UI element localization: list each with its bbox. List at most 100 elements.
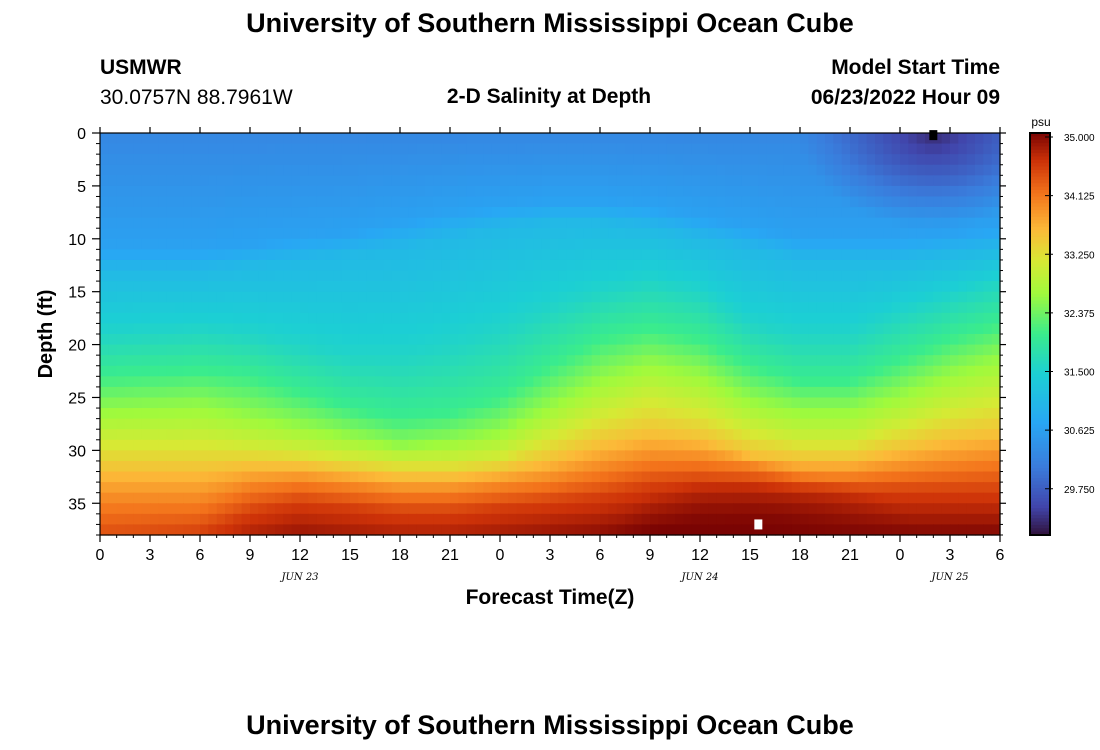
heatmap-cell (800, 133, 809, 145)
heatmap-cell (675, 492, 684, 504)
heatmap-cell (300, 249, 309, 261)
heatmap-cell (766, 323, 776, 335)
heatmap-cell (825, 344, 834, 356)
heatmap-cell (858, 365, 868, 377)
heatmap-cell (633, 133, 643, 145)
heatmap-cell (366, 460, 376, 473)
heatmap-cell (308, 291, 318, 303)
heatmap-cell (316, 524, 326, 536)
heatmap-cell (683, 175, 693, 187)
heatmap-cell (550, 482, 559, 494)
heatmap-cell (583, 302, 593, 314)
heatmap-cell (775, 249, 784, 261)
heatmap-cell (483, 175, 493, 187)
heatmap-cell (441, 439, 451, 451)
heatmap-cell (841, 429, 851, 441)
heatmap-cell (483, 450, 493, 462)
heatmap-cell (350, 503, 359, 515)
heatmap-cell (941, 270, 951, 282)
heatmap-cell (275, 175, 284, 187)
heatmap-cell (925, 355, 934, 367)
heatmap-cell (816, 249, 826, 261)
heatmap-cell (191, 344, 201, 356)
heatmap-cell (766, 207, 776, 219)
heatmap-cell (550, 228, 559, 240)
heatmap-cell (366, 365, 376, 377)
heatmap-cell (641, 281, 651, 293)
heatmap-cell (258, 334, 268, 346)
heatmap-cell (883, 196, 893, 208)
colorbar-segment (1030, 233, 1050, 238)
heatmap-cell (658, 460, 668, 473)
heatmap-cell (591, 291, 601, 303)
heatmap-cell (875, 524, 884, 536)
heatmap-cell (858, 418, 868, 430)
heatmap-cell (791, 259, 801, 272)
heatmap-cell (316, 376, 326, 388)
heatmap-cell (958, 164, 968, 176)
heatmap-cell (416, 524, 426, 536)
heatmap-cell (158, 334, 168, 346)
heatmap-cell (908, 175, 918, 187)
heatmap-cell (325, 207, 334, 219)
heatmap-cell (616, 386, 626, 399)
heatmap-cell (941, 154, 951, 166)
heatmap-cell (366, 259, 376, 272)
colorbar-segment (1030, 243, 1050, 248)
heatmap-cell (925, 164, 934, 176)
heatmap-cell (266, 217, 276, 229)
heatmap-cell (466, 143, 476, 155)
y-tick-label: 10 (68, 232, 86, 249)
heatmap-cell (816, 460, 826, 473)
heatmap-cell (125, 133, 134, 145)
heatmap-cell (700, 228, 709, 240)
heatmap-cell (458, 355, 468, 367)
heatmap-cell (666, 429, 676, 441)
heatmap-cell (933, 270, 943, 282)
heatmap-cell (416, 133, 426, 145)
heatmap-cell (800, 164, 809, 176)
heatmap-cell (625, 312, 634, 325)
heatmap-cell (166, 185, 176, 198)
heatmap-cell (783, 365, 793, 377)
heatmap-cell (708, 175, 718, 187)
heatmap-cell (900, 408, 909, 420)
heatmap-cell (533, 228, 543, 240)
heatmap-cell (416, 418, 426, 430)
heatmap-cell (333, 365, 343, 377)
heatmap-cell (483, 418, 493, 430)
heatmap-cell (100, 524, 109, 536)
heatmap-cell (441, 460, 451, 473)
heatmap-cell (116, 376, 126, 388)
heatmap-cell (116, 365, 126, 377)
heatmap-cell (983, 376, 993, 388)
heatmap-cell (100, 281, 109, 293)
heatmap-cell (958, 429, 968, 441)
heatmap-cell (325, 291, 334, 303)
heatmap-cell (433, 503, 443, 515)
heatmap-cell (133, 450, 143, 462)
colorbar-segment (1030, 501, 1050, 506)
colorbar-segment (1030, 210, 1050, 214)
heatmap-cell (366, 249, 376, 261)
heatmap-cell (708, 207, 718, 219)
heatmap-cell (925, 492, 934, 504)
heatmap-cell (841, 503, 851, 515)
heatmap-cell (783, 439, 793, 451)
heatmap-cell (116, 228, 126, 240)
heatmap-cell (625, 185, 634, 198)
heatmap-cell (341, 164, 351, 176)
heatmap-cell (775, 270, 784, 282)
heatmap-cell (908, 228, 918, 240)
colorbar-segment (1030, 357, 1050, 362)
heatmap-cell (550, 344, 559, 356)
heatmap-cell (466, 355, 476, 367)
heatmap-cell (508, 386, 518, 399)
heatmap-cell (933, 365, 943, 377)
heatmap-cell (650, 482, 659, 494)
heatmap-cell (850, 312, 859, 325)
heatmap-cell (783, 164, 793, 176)
heatmap-cell (741, 312, 751, 325)
x-tick-label: 18 (791, 547, 809, 564)
heatmap-cell (158, 143, 168, 155)
